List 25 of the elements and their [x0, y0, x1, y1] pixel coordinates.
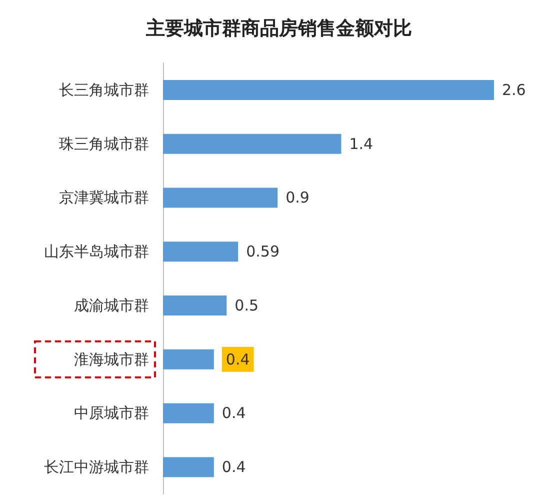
- bar: [163, 242, 238, 262]
- y-tick-label: 长三角城市群: [59, 80, 149, 99]
- bar: [163, 295, 227, 316]
- y-tick-label: 山东半岛城市群: [44, 242, 149, 261]
- bar: [163, 80, 494, 100]
- data-label: 0.9: [286, 188, 310, 207]
- data-label: 0.5: [234, 296, 259, 314]
- data-label: 0.4: [222, 404, 246, 422]
- bar: [163, 188, 278, 208]
- bar: [163, 134, 342, 154]
- bar: [163, 349, 214, 370]
- data-label: 0.4: [226, 350, 250, 368]
- y-tick-label: 中原城市群: [74, 404, 149, 422]
- data-label: 1.4: [349, 134, 374, 153]
- y-tick-label: 长江中游城市群: [44, 458, 149, 476]
- chart-title: 主要城市群商品房销售金额对比: [145, 18, 412, 40]
- data-label: 0.4: [222, 458, 246, 476]
- y-tick-label: 珠三角城市群: [59, 134, 149, 153]
- y-tick-label: 京津冀城市群: [59, 188, 149, 207]
- bar: [163, 403, 214, 424]
- data-label: 0.59: [246, 242, 280, 261]
- y-tick-label: 淮海城市群: [74, 350, 149, 368]
- bar: [163, 457, 214, 478]
- data-label: 2.6: [502, 80, 526, 99]
- y-tick-label: 成渝城市群: [74, 296, 149, 314]
